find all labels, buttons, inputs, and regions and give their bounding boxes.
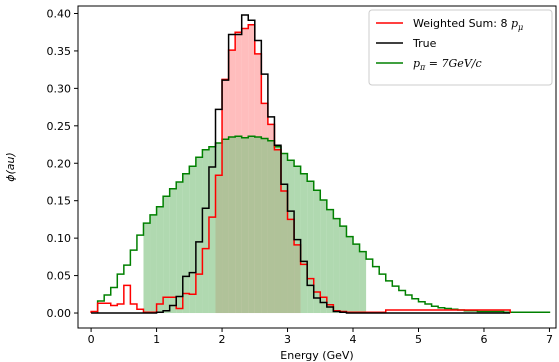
shaded-bin-2: [346, 236, 354, 314]
shaded-bin-2: [215, 143, 223, 314]
shaded-bin-2: [189, 166, 196, 314]
shaded-bin-2: [222, 139, 229, 314]
shaded-bin-2: [182, 173, 190, 314]
y-tick-label: 0.25: [47, 120, 72, 133]
shaded-bin-2: [267, 140, 275, 314]
shaded-bin-2: [208, 146, 216, 314]
legend-label-2: pπ = 7GeV/c: [413, 57, 482, 72]
series-line-1: [91, 14, 511, 314]
x-tick-label: 6: [480, 333, 487, 346]
shaded-bin-2: [313, 190, 321, 314]
y-axis-ticks: 0.00 0.05 0.10 0.15 0.20 0.25 0.30 0.35 0.40: [47, 7, 78, 320]
series-line-2: [96, 135, 551, 314]
shaded-bin-2: [353, 244, 360, 314]
y-tick-label: 0.15: [47, 195, 72, 208]
y-tick-label: 0.10: [47, 232, 72, 245]
shaded-bin-2: [235, 136, 242, 314]
shaded-bin-2: [320, 199, 327, 314]
shaded-bin-2: [248, 136, 255, 314]
shaded-bin-2: [339, 226, 347, 314]
x-tick-label: 0: [88, 333, 95, 346]
shaded-bin-2: [280, 153, 288, 314]
shaded-bin-2: [143, 223, 151, 314]
shaded-bin-2: [176, 181, 183, 314]
shaded-bin-2: [254, 137, 262, 314]
legend-box: [368, 9, 553, 86]
plot-frame: [77, 5, 557, 329]
shaded-bin-2: [326, 209, 334, 314]
shaded-bin-2: [241, 137, 249, 314]
shaded-bin-2: [163, 196, 170, 314]
x-tick-label: 4: [350, 333, 357, 346]
shaded-bin-2: [261, 138, 268, 314]
shaded-bin-2: [359, 251, 367, 314]
shaded-bin-2: [300, 173, 308, 314]
x-tick-label: 7: [546, 333, 553, 346]
legend-label-0: Weighted Sum: 8 pμ: [413, 17, 523, 32]
shaded-bin-2: [169, 188, 177, 314]
shaded-bin-2: [307, 181, 314, 314]
x-tick-label: 3: [284, 333, 291, 346]
shaded-regions: [143, 24, 367, 314]
y-tick-label: 0.40: [47, 7, 72, 20]
shaded-bin-2: [202, 149, 209, 314]
legend: Weighted Sum: 8 pμ True pπ = 7GeV/c: [368, 9, 553, 86]
shaded-bin-2: [228, 137, 236, 314]
x-tick-label: 1: [153, 333, 160, 346]
shaded-bin-2: [274, 146, 281, 314]
legend-label-1: True: [412, 37, 437, 50]
shaded-bin-2: [195, 157, 203, 314]
y-tick-label: 0.20: [47, 157, 72, 170]
shaded-bin-2: [287, 160, 295, 314]
x-tick-label: 2: [219, 333, 226, 346]
x-tick-label: 5: [415, 333, 422, 346]
x-axis-ticks: 0 1 2 3 4 5 6 7: [88, 328, 553, 346]
y-tick-label: 0.30: [47, 82, 72, 95]
shaded-bin-2: [156, 206, 164, 314]
series-lines: [90, 14, 551, 314]
y-tick-label: 0.35: [47, 45, 72, 58]
y-tick-label: 0.00: [47, 307, 72, 320]
y-tick-label: 0.05: [47, 270, 72, 283]
shaded-bin-2: [333, 218, 340, 314]
y-axis-label: ϕ(au): [4, 152, 17, 182]
x-axis-label: Energy (GeV): [280, 349, 353, 362]
shaded-bin-2: [150, 214, 157, 314]
